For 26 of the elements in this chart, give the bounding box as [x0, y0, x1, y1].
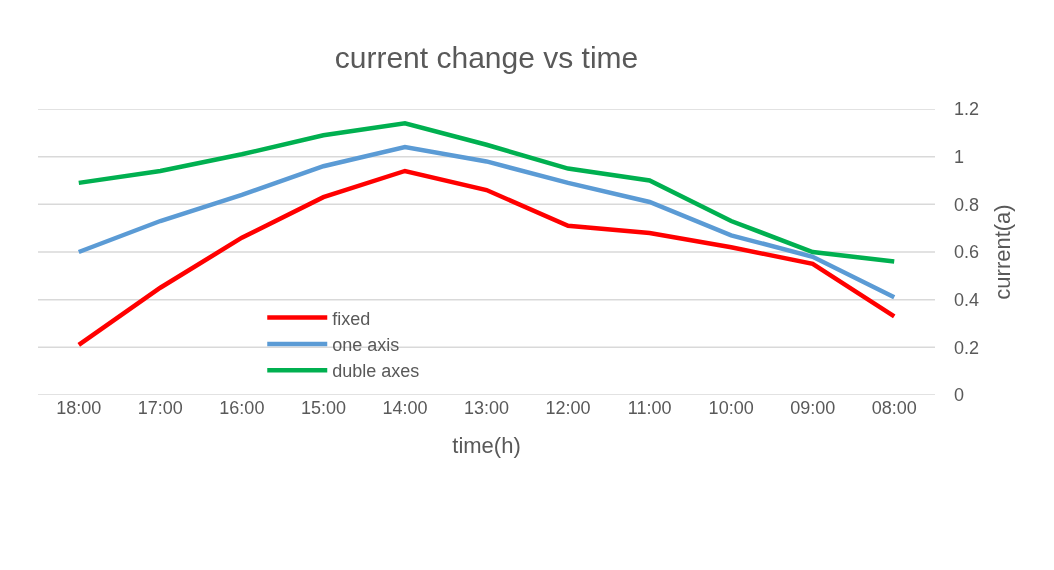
x-tick-label: 14:00: [382, 398, 428, 418]
y-axis-title: current(a): [989, 204, 1015, 300]
x-tick-label: 18:00: [56, 398, 102, 418]
legend-label: one axis: [332, 334, 400, 355]
x-tick-label: 08:00: [871, 398, 917, 418]
x-tick-label: 12:00: [545, 398, 591, 418]
chart-title: current change vs time: [334, 40, 639, 74]
x-axis-title: time(h): [452, 432, 521, 458]
y-tick-label: 0: [954, 385, 965, 406]
x-tick-label: 17:00: [137, 398, 183, 418]
y-tick-label: 0.6: [954, 242, 980, 263]
line-series: [76, 144, 897, 300]
x-tick-label: 13:00: [463, 398, 510, 418]
line-series: [76, 121, 897, 264]
y-tick-label: 0.8: [954, 194, 980, 215]
x-tick-label: 15:00: [300, 398, 346, 418]
y-tick-label: 0.4: [954, 289, 980, 310]
x-tick-label: 10:00: [708, 398, 754, 418]
x-tick-label: 16:00: [219, 398, 265, 418]
x-tick-label: 09:00: [790, 398, 836, 418]
legend-label: fixed: [332, 308, 371, 329]
y-tick-label: 1.2: [954, 99, 980, 120]
y-tick-label: 1: [954, 146, 965, 167]
legend-label: duble axes: [332, 361, 420, 382]
x-tick-label: 11:00: [627, 398, 672, 418]
y-tick-label: 0.2: [954, 337, 980, 358]
